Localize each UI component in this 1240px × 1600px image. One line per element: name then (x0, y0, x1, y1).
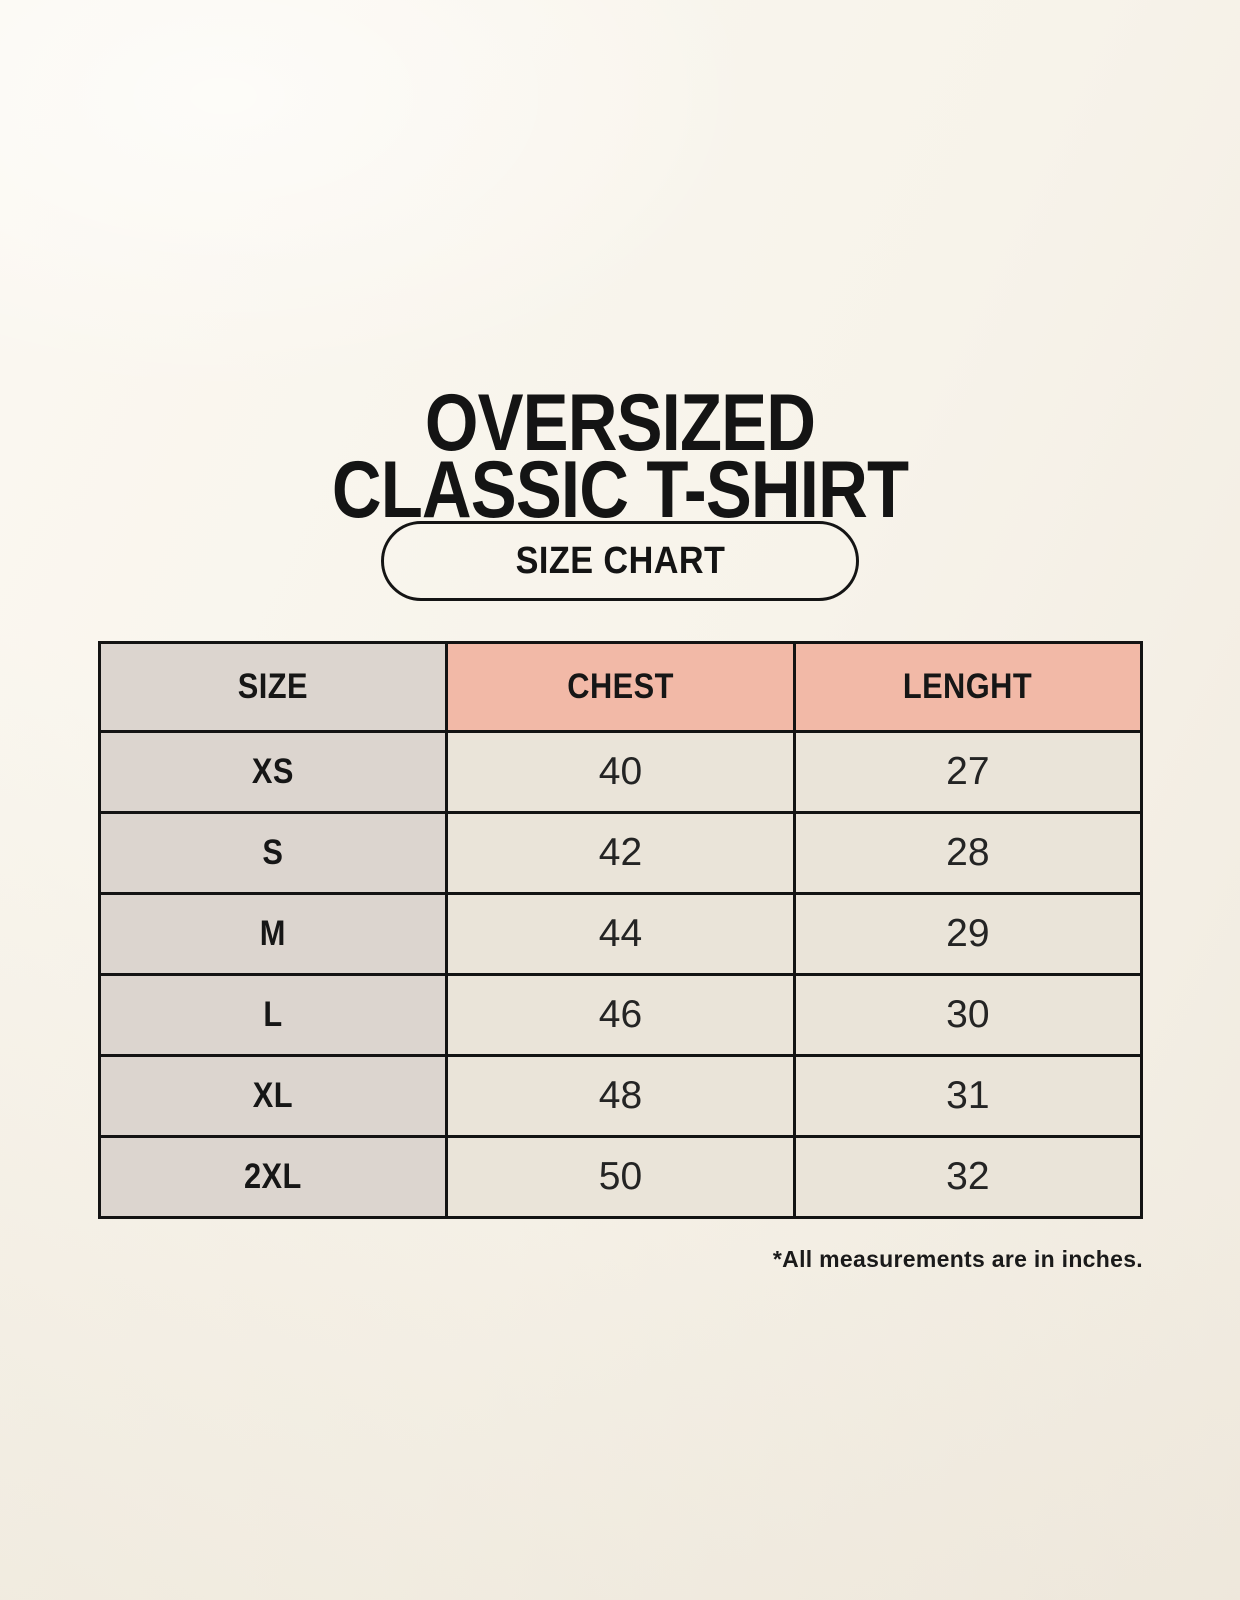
table-row: S 42 28 (97, 811, 1144, 895)
column-header-lenght-label: LENGHT (903, 667, 1033, 706)
size-cell: L (97, 973, 449, 1057)
size-table: SIZE CHEST LENGHT XS 40 27 S 42 28 (97, 641, 1144, 1219)
column-header-chest-label: CHEST (567, 667, 674, 706)
table-row: XS 40 27 (97, 730, 1144, 814)
title-line-2: CLASSIC T-SHIRT (331, 445, 909, 536)
length-value-cell: 30 (792, 973, 1144, 1057)
column-header-lenght: LENGHT (792, 641, 1144, 733)
chest-value-cell: 50 (445, 1135, 796, 1219)
size-chart-badge[interactable]: SIZE CHART (381, 521, 859, 601)
size-cell: XS (97, 730, 449, 814)
length-value-cell: 32 (792, 1135, 1144, 1219)
chest-value-cell: 40 (445, 730, 796, 814)
table-row: XL 48 31 (97, 1054, 1144, 1138)
table-row: M 44 29 (97, 892, 1144, 976)
table-row: 2XL 50 32 (97, 1135, 1144, 1219)
size-cell: XL (97, 1054, 449, 1138)
column-header-size: SIZE (97, 641, 449, 733)
length-value-cell: 31 (792, 1054, 1144, 1138)
column-header-size-label: SIZE (238, 667, 309, 706)
table-row: L 46 30 (97, 973, 1144, 1057)
page-title: OVERSIZED CLASSIC T-SHIRT (93, 378, 1147, 536)
size-cell: 2XL (97, 1135, 449, 1219)
chest-value-cell: 48 (445, 1054, 796, 1138)
length-value-cell: 28 (792, 811, 1144, 895)
chest-value-cell: 42 (445, 811, 796, 895)
length-value-cell: 29 (792, 892, 1144, 976)
chest-value-cell: 44 (445, 892, 796, 976)
measurements-footnote: *All measurements are in inches. (772, 1246, 1143, 1272)
size-cell: M (97, 892, 449, 976)
chest-value-cell: 46 (445, 973, 796, 1057)
title-line-1: OVERSIZED (424, 378, 816, 469)
column-header-chest: CHEST (445, 641, 796, 733)
length-value-cell: 27 (792, 730, 1144, 814)
size-chart-badge-label: SIZE CHART (515, 539, 725, 582)
size-cell: S (97, 811, 449, 895)
table-header-row: SIZE CHEST LENGHT (97, 641, 1144, 733)
